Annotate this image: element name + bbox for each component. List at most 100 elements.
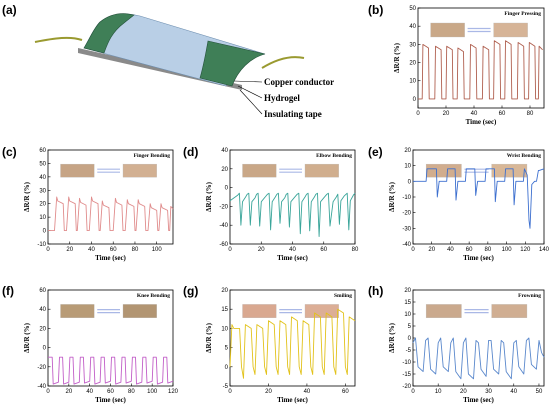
right-wire (261, 56, 305, 69)
x-axis-title: Time (sec) (95, 254, 126, 262)
y-tick-label: -20 (402, 211, 411, 217)
chart-title: Finger Bending (134, 153, 171, 159)
chart-e: (e) 0 20 40 60 80 100 120 140 -40 -30 -20 -10 0 10 20 Ti… (368, 145, 550, 262)
x-tick-label: 20 (65, 389, 72, 395)
inset-photo-before (425, 163, 462, 178)
panel-label-f: (f) (2, 284, 14, 298)
x-tick-label: 80 (128, 389, 135, 395)
x-tick-label: 0 (228, 247, 232, 253)
panel-label-a: (a) (2, 3, 17, 17)
x-tick-label: 20 (265, 389, 272, 395)
series-line (418, 40, 543, 100)
x-tick-label: 20 (258, 247, 265, 253)
left-copper-electrode (83, 13, 135, 54)
label-insulating-tape: Insulating tape (264, 109, 322, 119)
x-axis-title: Time (sec) (95, 396, 126, 404)
y-tick-label: -60 (219, 242, 228, 248)
x-tick-label: 0 (411, 389, 415, 395)
y-axis-title: ΔR/R (%) (388, 181, 396, 212)
x-tick-label: 0 (46, 247, 50, 253)
y-tick-label: 10 (404, 164, 411, 170)
y-tick-label: -15 (402, 372, 411, 378)
y-axis-title: ΔR/R (%) (23, 322, 31, 353)
x-tick-label: 50 (536, 389, 543, 395)
series-line (412, 337, 545, 380)
x-tick-label: 80 (485, 247, 492, 253)
y-tick-label: 10 (221, 326, 228, 332)
x-axis-title: Time (sec) (466, 118, 497, 126)
x-tick-label: 40 (447, 247, 454, 253)
panel-label-h: (h) (368, 284, 383, 298)
y-tick-label: -20 (37, 365, 46, 371)
y-tick-label: 20 (409, 61, 416, 67)
chart-title: Frowning (518, 293, 541, 299)
series-line (229, 192, 356, 237)
chart-title: Wrist Bending (507, 153, 542, 159)
label-hydrogel: Hydrogel (264, 93, 300, 103)
y-axis-title: ΔR/R (%) (388, 322, 396, 353)
x-tick-label: 0 (46, 389, 50, 395)
panel-label-g: (g) (183, 284, 198, 298)
y-tick-label: 60 (39, 288, 46, 294)
y-tick-label: 20 (39, 326, 46, 332)
x-tick-label: 60 (320, 247, 327, 253)
y-axis-title: ΔR/R (%) (23, 181, 31, 212)
panel-label-b: (b) (368, 3, 383, 17)
y-tick-label: 20 (404, 288, 411, 294)
right-copper-electrode (199, 40, 266, 87)
y-axis-title: ΔR/R (%) (205, 181, 213, 212)
x-tick-label: 60 (499, 111, 506, 117)
x-tick-label: 30 (485, 389, 492, 395)
callout-line (233, 80, 263, 83)
y-axis-title: ΔR/R (%) (205, 322, 213, 353)
y-tick-label: 0 (408, 336, 412, 342)
plot-frame (229, 289, 356, 387)
y-tick-label: 5 (225, 346, 229, 352)
chart-title: Finger Pressing (504, 11, 541, 17)
y-tick-label: 0 (408, 179, 412, 185)
x-axis-title: Time (sec) (277, 396, 308, 404)
plot-frame (417, 7, 545, 109)
series-line (48, 196, 174, 232)
x-tick-label: 80 (132, 247, 139, 253)
x-tick-label: 120 (520, 247, 531, 253)
y-tick-label: 60 (39, 148, 46, 154)
inset-photo-before (242, 304, 277, 318)
y-tick-label: -40 (219, 223, 228, 229)
inset-photo-before (60, 304, 95, 318)
x-tick-label: 0 (411, 247, 415, 253)
y-tick-label: 40 (39, 307, 46, 313)
x-axis-title: Time (sec) (463, 254, 494, 262)
x-tick-label: 0 (228, 389, 232, 395)
inset-photo-before (430, 22, 465, 38)
x-tick-label: 10 (435, 389, 442, 395)
x-tick-label: 120 (168, 389, 179, 395)
inset-photo-before (60, 163, 95, 178)
inset-photo-before (242, 163, 277, 178)
y-tick-label: -10 (37, 242, 46, 248)
label-copper-conductor: Copper conductor (264, 77, 334, 87)
x-tick-label: 100 (152, 247, 163, 253)
callout-line (237, 85, 263, 99)
y-tick-label: 40 (409, 24, 416, 30)
series-line (229, 308, 356, 379)
y-tick-label: 30 (39, 188, 46, 194)
y-tick-label: 50 (409, 6, 416, 12)
x-tick-label: 60 (110, 247, 117, 253)
x-axis-title: Time (sec) (463, 396, 494, 404)
y-tick-label: 40 (39, 175, 46, 181)
y-tick-label: 10 (404, 312, 411, 318)
y-tick-label: 0 (43, 229, 47, 235)
x-tick-label: 40 (304, 389, 311, 395)
x-tick-label: 40 (510, 389, 517, 395)
panel-a: (a) Copper conductor Hydrogel Insulating… (2, 3, 334, 119)
y-tick-label: 10 (39, 215, 46, 221)
y-tick-label: 0 (43, 346, 47, 352)
x-tick-label: 40 (471, 111, 478, 117)
x-tick-label: 100 (502, 247, 513, 253)
y-tick-label: -40 (402, 242, 411, 248)
x-tick-label: 60 (466, 247, 473, 253)
